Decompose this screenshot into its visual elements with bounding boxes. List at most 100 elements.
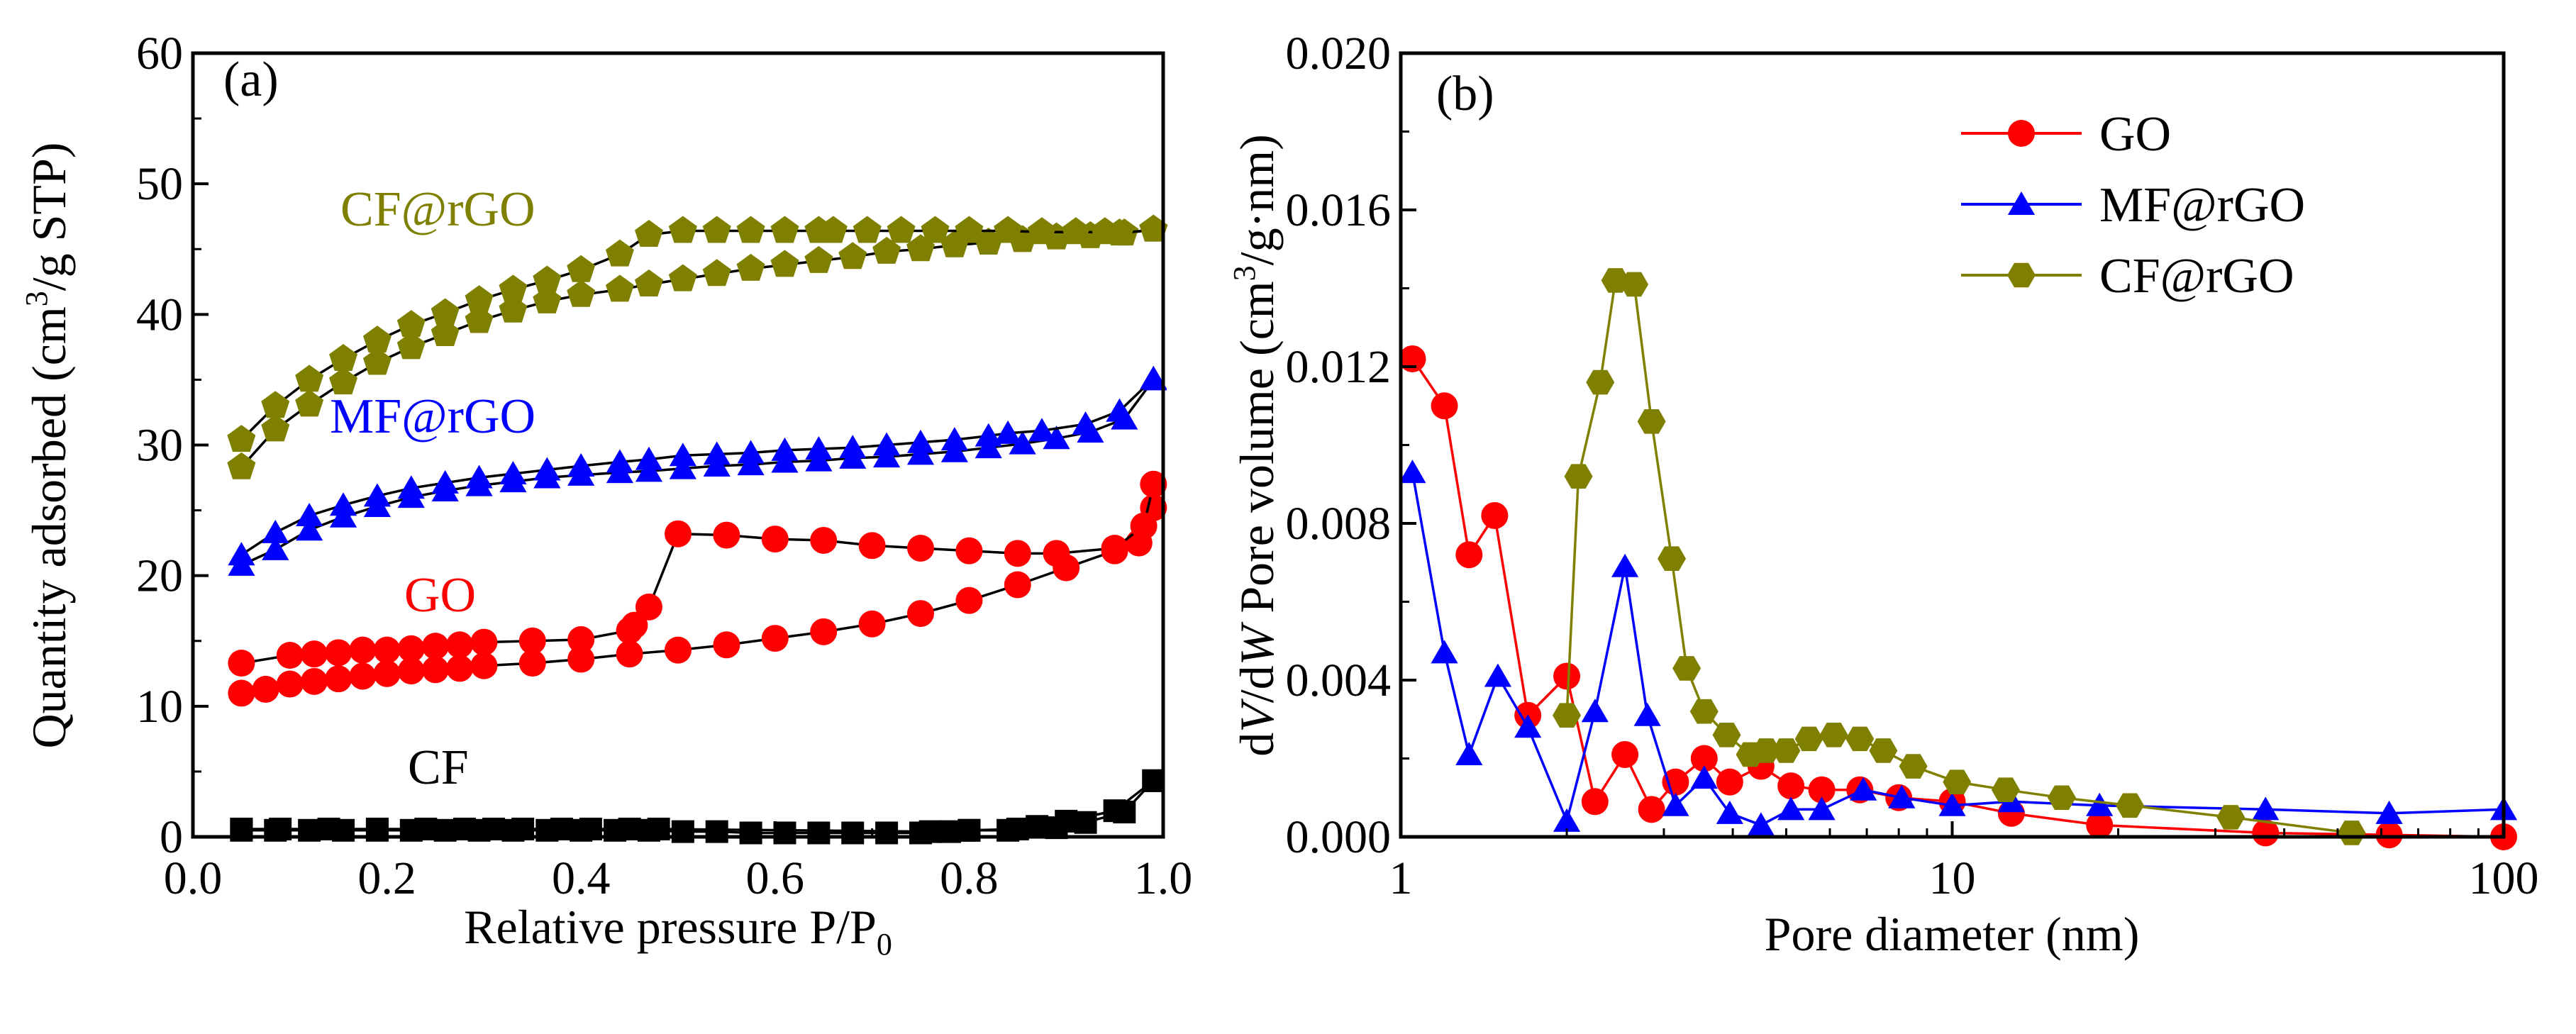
data-point (665, 520, 692, 547)
data-point (1752, 738, 1781, 763)
data-point (1662, 768, 1689, 796)
data-point (518, 627, 546, 655)
y-label-part: d (1230, 733, 1284, 757)
data-point (1004, 540, 1031, 567)
data-point (2047, 785, 2076, 811)
data-point (329, 367, 358, 395)
data-point (907, 600, 934, 628)
panel-b: 1 10 100 0.000 0.004 0.008 0.012 0.016 0.020 (b)… (1227, 28, 2539, 961)
data-point (1399, 345, 1426, 372)
data-point (1106, 398, 1133, 422)
data-point (703, 441, 731, 465)
data-point (349, 636, 377, 664)
x-tick-label: 0.6 (746, 852, 805, 904)
data-point (465, 465, 493, 489)
data-point (1455, 741, 1483, 765)
data-point (1484, 663, 1512, 687)
data-point (1611, 553, 1639, 577)
y-tick-label: 0.016 (1286, 184, 1392, 236)
data-point (858, 532, 886, 560)
y-tick-label: 0.000 (1286, 811, 1392, 863)
legend-label: GO (2099, 107, 2171, 162)
data-point (465, 306, 494, 333)
data-point (1777, 772, 1805, 800)
data-point (1611, 740, 1639, 768)
data-point (362, 348, 392, 375)
data-point (446, 631, 474, 659)
data-point (227, 425, 256, 452)
data-point (668, 264, 697, 291)
data-point (1043, 426, 1070, 450)
y-label-part: /d (1230, 665, 1284, 703)
legend-item-mf-rgo: MF@rGO (1961, 178, 2305, 233)
panel-a-label: (a) (223, 52, 279, 107)
data-point (872, 236, 901, 264)
data-point (940, 427, 968, 451)
data-point (1043, 540, 1070, 567)
x-label-subscript: 0 (877, 927, 892, 962)
panel-a-data (227, 214, 1168, 845)
x-tick-label: 100 (2469, 852, 2539, 904)
data-point (2252, 819, 2280, 847)
data-point (431, 318, 460, 346)
data-point (907, 534, 934, 562)
data-point (1808, 796, 1836, 821)
data-point (1638, 796, 1665, 823)
data-point (301, 667, 328, 695)
data-point (1072, 411, 1099, 435)
data-point (1514, 714, 1542, 738)
data-point (770, 216, 799, 243)
data-point (227, 452, 256, 479)
data-point (228, 542, 255, 566)
data-point (252, 675, 279, 703)
data-point (807, 821, 831, 845)
y-tick-label: 20 (136, 550, 183, 602)
data-point (1633, 702, 1661, 726)
data-point (1716, 768, 1743, 796)
x-tick-label: 10 (1929, 852, 1976, 904)
data-point (1581, 699, 1609, 723)
data-point (301, 640, 328, 668)
data-point (1690, 745, 1718, 772)
data-point (818, 216, 848, 243)
data-point (974, 228, 1003, 255)
data-point (1943, 769, 1972, 794)
data-point (634, 219, 663, 247)
data-point (1139, 214, 1168, 242)
y-tick-label: 0.020 (1286, 28, 1392, 79)
legend-item-go: GO (1961, 107, 2171, 162)
data-point (1712, 723, 1741, 747)
data-point (1690, 765, 1718, 789)
data-point (499, 295, 528, 323)
panel-b-data (1399, 268, 2518, 850)
data-point (1004, 571, 1031, 599)
y-label-part: /g·nm) (1230, 134, 1284, 265)
data-point (533, 265, 562, 293)
data-point (906, 441, 935, 465)
data-point (875, 821, 899, 845)
data-point (1130, 512, 1157, 540)
data-point (1938, 792, 1966, 816)
data-point (2252, 796, 2280, 821)
x-tick-label: 1 (1389, 852, 1413, 904)
data-point (635, 446, 663, 470)
data-point (1431, 392, 1458, 420)
data-point (363, 483, 392, 507)
x-tick-label: 0.4 (552, 852, 611, 904)
panel-b-y-axis-label: dV/dW Pore volume (cm3/g·nm) (1227, 134, 1284, 757)
data-point (1586, 369, 1615, 395)
data-point (1564, 464, 1593, 489)
data-point (1637, 409, 1666, 434)
legend-label: CF@rGO (2099, 249, 2294, 304)
annotation-go: GO (404, 568, 476, 623)
data-point (499, 274, 528, 302)
data-point (533, 457, 561, 481)
data-point (994, 216, 1023, 243)
data-point (1888, 784, 1916, 808)
data-point (422, 633, 449, 660)
data-point (635, 458, 663, 482)
data-point (771, 437, 799, 461)
data-point (858, 610, 886, 638)
panel-b-label: (b) (1436, 67, 1494, 121)
